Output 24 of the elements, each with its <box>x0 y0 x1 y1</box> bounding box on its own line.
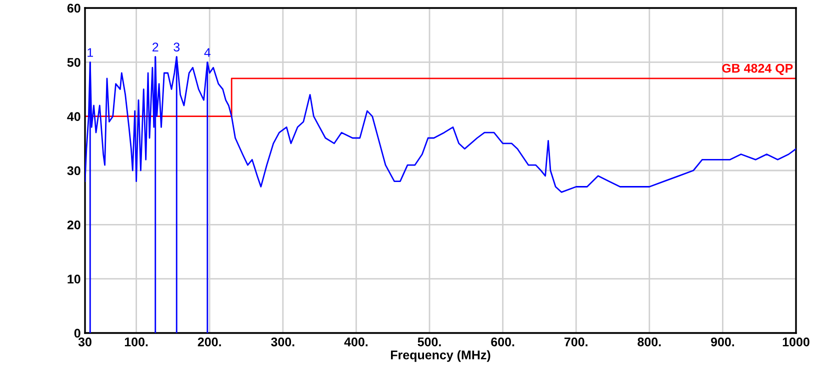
y-tick-label: 30 <box>67 166 80 176</box>
annotation: 4 <box>204 48 211 57</box>
x-tick-label: 300. <box>271 337 294 346</box>
x-tick-label: 100. <box>124 337 148 346</box>
y-tick-label: 0 <box>74 328 80 338</box>
y-tick-label: 50 <box>67 58 80 67</box>
y-tick-label: 10 <box>68 274 80 284</box>
x-axis-title: Frequency (MHz) <box>390 350 490 362</box>
x-tick-label: 700. <box>564 337 588 346</box>
x-tick-label: 30 <box>78 337 92 346</box>
y-tick-label: 40 <box>67 112 80 121</box>
x-tick-label: 1000 <box>782 337 810 346</box>
x-tick-label: 400. <box>344 337 368 346</box>
annotation: 2 <box>152 42 158 52</box>
x-tick-label: 200. <box>198 337 221 346</box>
y-tick-label: 20 <box>67 220 80 230</box>
x-tick-label: 500. <box>418 337 441 346</box>
annotation: 3 <box>174 42 180 52</box>
series-label: GB 4824 QP <box>722 64 793 76</box>
y-tick-label: 60 <box>67 4 80 13</box>
x-tick-label: 900. <box>710 337 734 346</box>
x-tick-label: 600. <box>491 337 514 346</box>
annotation: 1 <box>88 48 93 57</box>
x-tick-label: 800. <box>638 337 661 346</box>
